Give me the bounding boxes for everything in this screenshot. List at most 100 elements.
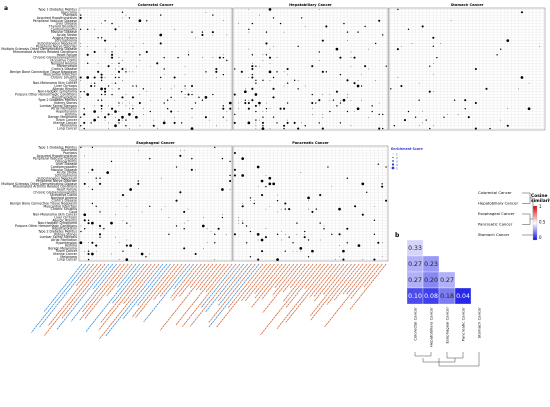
dot <box>179 154 182 157</box>
dot <box>251 99 254 102</box>
dot <box>87 250 90 252</box>
dot <box>83 213 87 217</box>
dot <box>385 199 388 202</box>
dot <box>141 211 143 213</box>
x-tick-label <box>276 263 329 329</box>
dot <box>100 104 103 107</box>
x-tick-label <box>75 263 94 287</box>
x-tick-label <box>282 263 306 293</box>
dot <box>222 214 223 216</box>
dot <box>97 37 99 39</box>
dot <box>216 77 217 78</box>
row-label: Benign Melanoma <box>48 115 77 119</box>
x-tick-label <box>136 263 171 307</box>
dot <box>163 102 165 104</box>
heat-cell-value: 0.33 <box>408 245 422 252</box>
row-label: Psoriasis <box>63 151 77 155</box>
dot <box>130 225 131 227</box>
dot <box>125 244 128 247</box>
dot <box>393 125 396 127</box>
dot <box>159 33 163 37</box>
dot <box>261 250 264 253</box>
dot <box>397 77 399 78</box>
dot <box>188 51 189 53</box>
dot <box>129 128 130 129</box>
dot <box>115 116 116 118</box>
dot <box>339 102 342 104</box>
dot <box>296 234 298 235</box>
dot <box>520 76 524 79</box>
x-tick-label <box>217 263 252 307</box>
row-label: Osteoarthritis <box>55 159 77 163</box>
dot <box>350 51 352 53</box>
dot <box>121 115 124 119</box>
dot <box>166 108 169 110</box>
dot <box>368 68 369 70</box>
dot <box>137 180 139 182</box>
x-tick-label <box>92 263 114 290</box>
dot <box>187 93 190 96</box>
dot <box>108 105 109 107</box>
dot <box>166 99 169 101</box>
dendrogram: Colorectal Cancer Hepatobiliary Cancer Eso… <box>414 190 537 367</box>
dot <box>440 43 441 44</box>
dot <box>104 87 107 90</box>
dot <box>88 172 89 173</box>
x-tick-label <box>105 263 164 337</box>
heat-cell-value: 0.10 <box>408 293 422 300</box>
x-tick-label <box>261 263 291 300</box>
row-label: Asthma <box>65 112 77 116</box>
dot <box>153 119 155 121</box>
dot <box>241 222 244 224</box>
dot <box>128 113 131 116</box>
dot <box>268 182 272 186</box>
dot <box>191 91 193 93</box>
x-tick-label <box>143 263 191 323</box>
row-label: Non-Hodgkin Lymphoma <box>38 221 77 225</box>
dot <box>97 70 100 73</box>
dot <box>307 239 310 241</box>
dot <box>86 53 89 56</box>
dot <box>164 205 166 207</box>
dot <box>308 208 309 210</box>
dot <box>86 76 90 79</box>
x-tick-label <box>310 263 356 321</box>
cosine-heatmap: 0.330.27 0.230.27 0.20 0.270.10 0.08 0.18 0.04… <box>406 239 482 347</box>
dot <box>195 169 197 171</box>
dot <box>125 14 127 16</box>
dot <box>87 252 90 256</box>
dot <box>80 90 82 93</box>
x-tick-label <box>98 263 160 340</box>
x-tick-label <box>135 263 179 318</box>
dot <box>136 28 137 30</box>
row-label: Lung Cancer <box>57 127 78 131</box>
dot <box>311 108 313 110</box>
dot <box>354 111 355 112</box>
dot <box>107 113 110 116</box>
x-tick-label <box>159 263 187 298</box>
x-tick-label <box>182 263 233 327</box>
dot <box>255 65 257 67</box>
dot <box>350 99 352 101</box>
heat-col-label: Pancreatic Cancer <box>461 307 466 342</box>
heat-col-label: Esophageal Cancer <box>445 307 450 344</box>
dot <box>340 99 341 101</box>
dot <box>137 248 139 249</box>
dot <box>84 228 86 230</box>
dot <box>262 79 264 82</box>
dot <box>381 256 383 258</box>
dot <box>507 108 509 110</box>
dot <box>194 102 197 104</box>
dot <box>84 155 86 157</box>
row-label: Melanoma <box>60 255 77 259</box>
dot <box>353 56 356 59</box>
dot <box>244 88 246 90</box>
dot <box>183 247 186 250</box>
dot <box>111 22 113 25</box>
dot <box>382 34 384 36</box>
dot <box>339 122 342 124</box>
dot <box>118 105 120 107</box>
row-label: Non-Melanoma Skin Cancer <box>33 213 78 217</box>
dot <box>248 9 250 10</box>
row-label: Multiple Sclerosis Other Demyelinating D… <box>1 47 77 51</box>
